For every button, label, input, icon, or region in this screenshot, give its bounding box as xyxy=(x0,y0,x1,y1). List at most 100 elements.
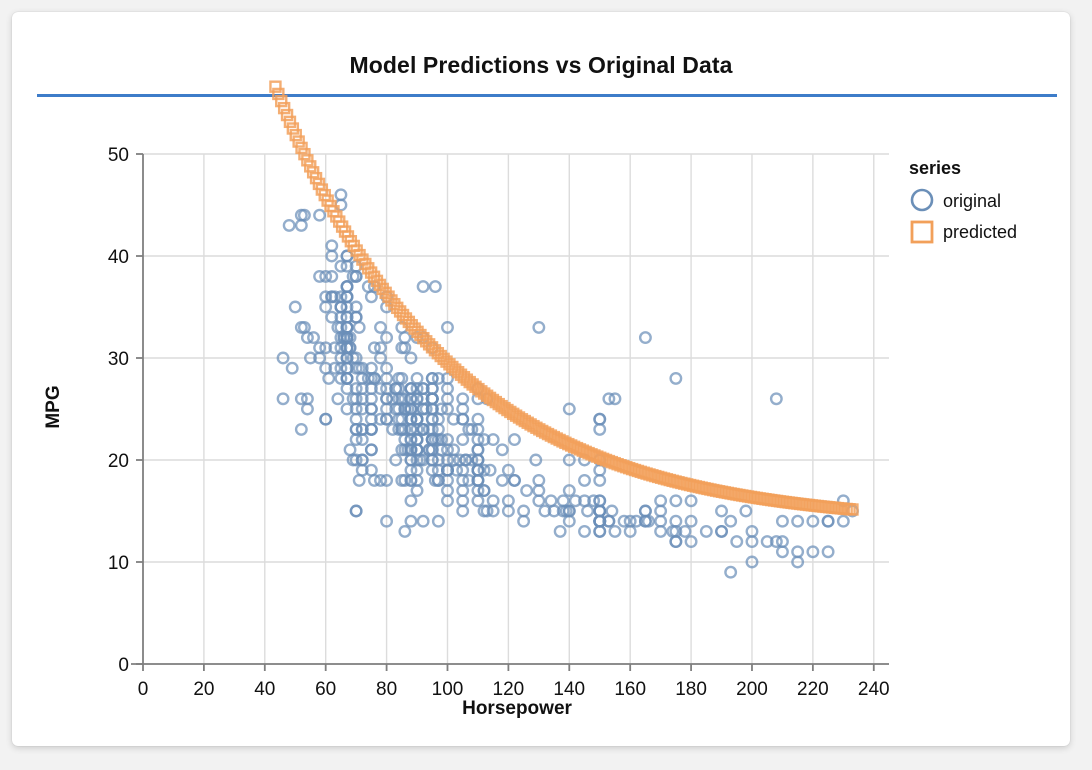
data-point-original xyxy=(465,422,479,436)
data-point-original xyxy=(745,555,759,569)
data-point-original xyxy=(325,249,339,263)
data-point-original xyxy=(821,514,835,528)
data-point-original xyxy=(538,504,552,518)
data-point-original xyxy=(349,310,363,324)
data-point-original xyxy=(486,494,500,508)
data-point-original xyxy=(501,463,515,477)
data-point-original xyxy=(367,371,381,385)
chart-card: Model Predictions vs Original Data 0 10 20… xyxy=(12,12,1070,746)
chart-figure: 0 10 20 30 40 50 0 20 40 60 80 100 120 140 160 180 200 22… xyxy=(12,12,1070,746)
data-point-predicted xyxy=(295,141,308,155)
data-point-original xyxy=(404,351,418,365)
data-point-original xyxy=(331,392,345,406)
data-point-original xyxy=(495,443,509,457)
data-point-original xyxy=(319,269,333,283)
data-point-original xyxy=(617,514,631,528)
data-point-original xyxy=(459,453,473,467)
data-point-original xyxy=(352,320,366,334)
data-point-original xyxy=(300,331,314,345)
data-point-original xyxy=(495,473,509,487)
data-point-original xyxy=(319,412,333,426)
data-point-original xyxy=(508,473,521,487)
data-point-original xyxy=(456,412,470,426)
data-point-original xyxy=(404,514,418,528)
data-point-original xyxy=(337,331,351,345)
y-tick-label: 0 xyxy=(118,655,129,676)
data-point-original xyxy=(456,504,470,518)
data-point-original xyxy=(294,218,308,232)
data-point-original xyxy=(404,433,418,447)
data-point-original xyxy=(398,402,412,416)
data-point-predicted xyxy=(283,115,297,129)
data-point-original xyxy=(441,402,454,416)
data-point-original xyxy=(367,341,381,355)
legend-square-icon xyxy=(910,220,934,244)
data-point-original xyxy=(349,433,363,447)
data-point-original xyxy=(319,361,333,375)
data-point-original xyxy=(517,514,531,528)
x-tick-label: 120 xyxy=(493,679,525,700)
data-point-original xyxy=(380,331,394,345)
data-point-original xyxy=(431,371,445,385)
data-point-original xyxy=(821,545,835,559)
data-point-original xyxy=(593,524,607,538)
x-axis-title: Horsepower xyxy=(462,698,572,719)
data-point-original xyxy=(508,433,521,447)
x-tick-label: 240 xyxy=(858,679,890,700)
data-point-original xyxy=(319,341,333,355)
page-title: Model Predictions vs Original Data xyxy=(349,52,733,78)
data-point-original xyxy=(544,494,558,508)
data-point-predicted xyxy=(272,87,285,101)
data-point-original xyxy=(471,412,485,426)
data-point-original xyxy=(769,535,783,549)
axis-spines xyxy=(131,153,889,671)
x-tick-label: 140 xyxy=(553,679,585,700)
data-point-original xyxy=(404,412,418,426)
data-point-original xyxy=(380,392,394,406)
data-point-original xyxy=(364,290,378,304)
data-point-original xyxy=(410,412,424,426)
data-point-original xyxy=(441,320,454,334)
data-point-original xyxy=(328,361,342,375)
data-point-original xyxy=(477,433,491,447)
data-point-original xyxy=(471,443,485,457)
data-point-original xyxy=(556,494,570,508)
data-point-original xyxy=(364,422,378,436)
data-point-original xyxy=(608,524,622,538)
data-point-original xyxy=(410,433,424,447)
data-point-original xyxy=(395,473,409,487)
data-point-original xyxy=(654,504,668,518)
data-point-original xyxy=(568,494,582,508)
data-point-original xyxy=(769,392,783,406)
data-point-original xyxy=(355,453,369,467)
data-point-original xyxy=(380,371,394,385)
data-point-original xyxy=(638,331,652,345)
scatter-plot-svg: 0 10 20 30 40 50 0 20 40 60 80 100 120 140 160 180 200 22… xyxy=(43,80,1017,719)
x-tick-label: 200 xyxy=(736,679,768,700)
data-point-original xyxy=(276,392,290,406)
legend-item-original[interactable]: original xyxy=(943,191,1001,211)
data-point-original xyxy=(334,188,348,202)
tick-labels: 0 10 20 30 40 50 0 20 40 60 80 100 120 140 160 180 200 22… xyxy=(108,145,890,700)
data-point-original xyxy=(471,494,485,508)
y-tick-label: 50 xyxy=(108,145,129,166)
data-point-original xyxy=(340,402,354,416)
data-point-original xyxy=(300,392,314,406)
legend-item-predicted[interactable]: predicted xyxy=(943,222,1017,242)
data-point-original xyxy=(775,514,789,528)
data-point-predicted xyxy=(846,503,859,516)
data-point-original xyxy=(416,382,430,396)
data-point-original xyxy=(602,392,616,406)
data-point-original xyxy=(325,269,339,283)
data-point-original xyxy=(629,514,643,528)
data-point-original xyxy=(434,402,448,416)
data-point-original xyxy=(410,371,424,385)
data-point-original xyxy=(416,514,430,528)
x-tick-label: 20 xyxy=(193,679,214,700)
data-point-predicted xyxy=(275,94,288,108)
data-point-original xyxy=(456,494,470,508)
data-point-original xyxy=(477,484,491,498)
x-tick-label: 0 xyxy=(138,679,149,700)
data-point-original xyxy=(520,484,534,498)
